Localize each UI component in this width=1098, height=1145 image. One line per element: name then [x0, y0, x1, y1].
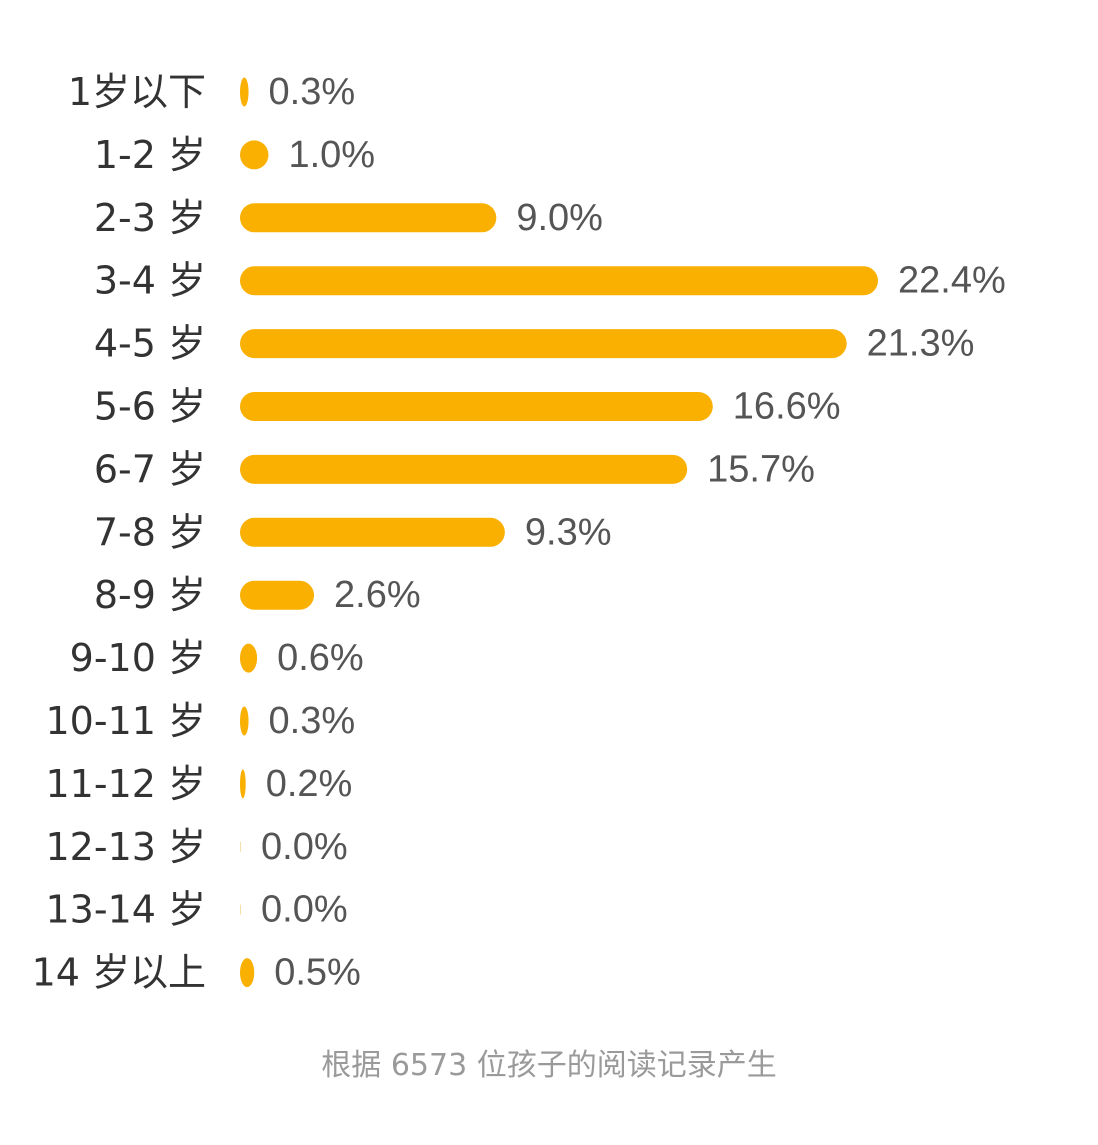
bar: [240, 517, 505, 547]
bar: [240, 958, 255, 988]
category-label: 10-11 岁: [46, 699, 207, 743]
bar: [240, 580, 315, 610]
value-label: 1.0%: [288, 134, 375, 176]
category-label: 7-8 岁: [94, 510, 206, 554]
bar: [240, 841, 241, 852]
value-label: 0.6%: [277, 637, 364, 679]
bar: [240, 904, 241, 915]
value-label: 9.0%: [516, 197, 603, 239]
value-label: 0.3%: [269, 71, 356, 113]
category-label: 3-4 岁: [94, 259, 206, 303]
category-label: 4-5 岁: [94, 322, 206, 366]
bar: [240, 769, 246, 799]
value-label: 0.0%: [261, 889, 348, 931]
category-label: 2-3 岁: [94, 196, 206, 240]
bar: [240, 706, 249, 736]
value-label: 0.3%: [269, 700, 356, 742]
category-label: 11-12 岁: [46, 762, 207, 806]
value-label: 21.3%: [867, 323, 975, 365]
value-label: 0.5%: [274, 952, 361, 994]
value-label: 9.3%: [525, 511, 612, 553]
category-label: 9-10 岁: [70, 636, 206, 680]
bar: [240, 329, 847, 359]
value-label: 15.7%: [707, 448, 815, 490]
bar: [240, 454, 688, 484]
category-label: 1岁以下: [68, 70, 206, 114]
category-label: 12-13 岁: [46, 825, 207, 869]
value-label: 0.0%: [261, 826, 348, 868]
bar: [240, 140, 269, 170]
bar: [240, 266, 878, 296]
category-label: 5-6 岁: [94, 385, 206, 429]
bar-chart: 1岁以下 0.3% 1-2 岁 1.0% 2-3 岁 9.0% 3-4 岁 22.4% 4-5 …: [32, 70, 1006, 995]
value-label: 22.4%: [898, 260, 1006, 302]
category-label: 14 岁以上: [32, 951, 206, 995]
bar: [240, 643, 258, 673]
value-label: 2.6%: [334, 574, 421, 616]
category-label: 1-2 岁: [94, 133, 206, 177]
category-label: 6-7 岁: [94, 447, 206, 491]
chart-footnote: 根据 6573 位孩子的阅读记录产生: [321, 1048, 777, 1083]
category-label: 13-14 岁: [46, 888, 207, 932]
value-label: 0.2%: [266, 763, 353, 805]
value-label: 16.6%: [733, 386, 841, 428]
category-label: 8-9 岁: [94, 573, 206, 617]
bar: [240, 392, 713, 421]
bar: [240, 77, 249, 107]
bar: [240, 203, 497, 233]
